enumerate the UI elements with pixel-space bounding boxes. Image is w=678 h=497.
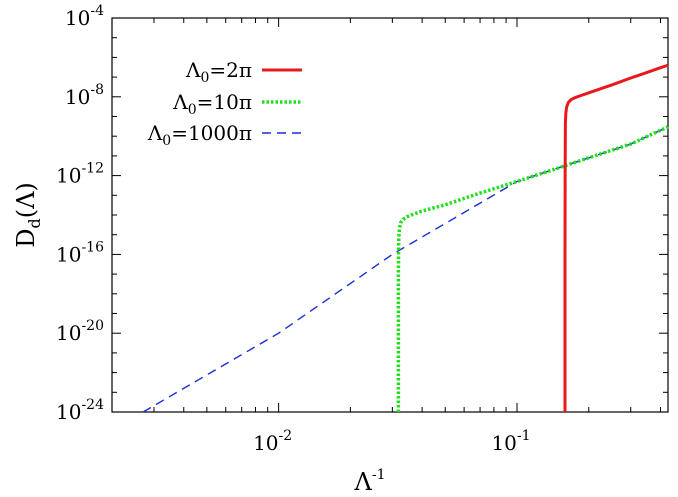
legend-label-base: Λ bbox=[172, 90, 188, 114]
legend-label-subscript: 0 bbox=[188, 102, 197, 118]
x-tick-label-exponent: -1 bbox=[517, 428, 531, 444]
series-line-0 bbox=[563, 63, 669, 412]
y-tick-label: 10-12 bbox=[56, 161, 104, 188]
x-axis-label-base: Λ bbox=[354, 468, 373, 496]
y-tick-label-exponent: -20 bbox=[81, 318, 104, 334]
y-tick-label-base: 10 bbox=[56, 164, 81, 188]
y-tick-label-exponent: -12 bbox=[81, 161, 104, 177]
y-tick-label: 10-8 bbox=[65, 82, 104, 109]
legend-label-subscript: 0 bbox=[200, 70, 209, 86]
legend-label-subscript: 0 bbox=[162, 133, 171, 149]
y-tick-label-base: 10 bbox=[65, 85, 90, 109]
series-layer bbox=[142, 63, 669, 413]
x-tick-label: 10-1 bbox=[491, 428, 530, 455]
y-tick-label-base: 10 bbox=[65, 6, 90, 30]
x-axis-label: Λ-1 bbox=[354, 467, 386, 496]
x-tick-label: 10-2 bbox=[253, 428, 292, 455]
series-line-2 bbox=[142, 126, 669, 413]
legend-label-base: Λ bbox=[147, 121, 163, 145]
y-tick-label-base: 10 bbox=[56, 321, 81, 345]
y-axis-label-suffix: (Λ) bbox=[12, 182, 40, 218]
y-tick-label: 10-20 bbox=[56, 318, 104, 345]
y-tick-label-exponent: -4 bbox=[90, 3, 104, 19]
y-tick-label-base: 10 bbox=[56, 242, 81, 266]
y-tick-label: 10-16 bbox=[56, 239, 104, 266]
y-axis-label: Dd(Λ) bbox=[12, 182, 44, 248]
y-axis-label-subscript: d bbox=[25, 218, 44, 228]
legend-label-0: Λ0=2π bbox=[185, 58, 252, 86]
legend-label-base: Λ bbox=[185, 58, 201, 82]
y-tick-label: 10-4 bbox=[65, 3, 104, 30]
x-tick-label-exponent: -2 bbox=[279, 428, 293, 444]
legend-label-rest: =10π bbox=[197, 90, 252, 114]
x-tick-label-base: 10 bbox=[491, 431, 516, 455]
y-tick-label-exponent: -8 bbox=[90, 82, 104, 98]
x-tick-label-base: 10 bbox=[253, 431, 278, 455]
y-tick-label-base: 10 bbox=[56, 400, 81, 424]
y-tick-label-exponent: -16 bbox=[81, 239, 104, 255]
legend-label-rest: =2π bbox=[209, 58, 252, 82]
y-tick-label: 10-24 bbox=[56, 397, 104, 424]
legend-label-1: Λ0=10π bbox=[172, 90, 252, 118]
legend-label-rest: =1000π bbox=[171, 121, 252, 145]
x-axis-label-superscript: -1 bbox=[372, 467, 386, 483]
legend-label-2: Λ0=1000π bbox=[147, 121, 252, 149]
y-axis-label-base: D bbox=[12, 229, 40, 248]
y-tick-label-exponent: -24 bbox=[81, 397, 104, 413]
series-line-1 bbox=[396, 125, 669, 412]
